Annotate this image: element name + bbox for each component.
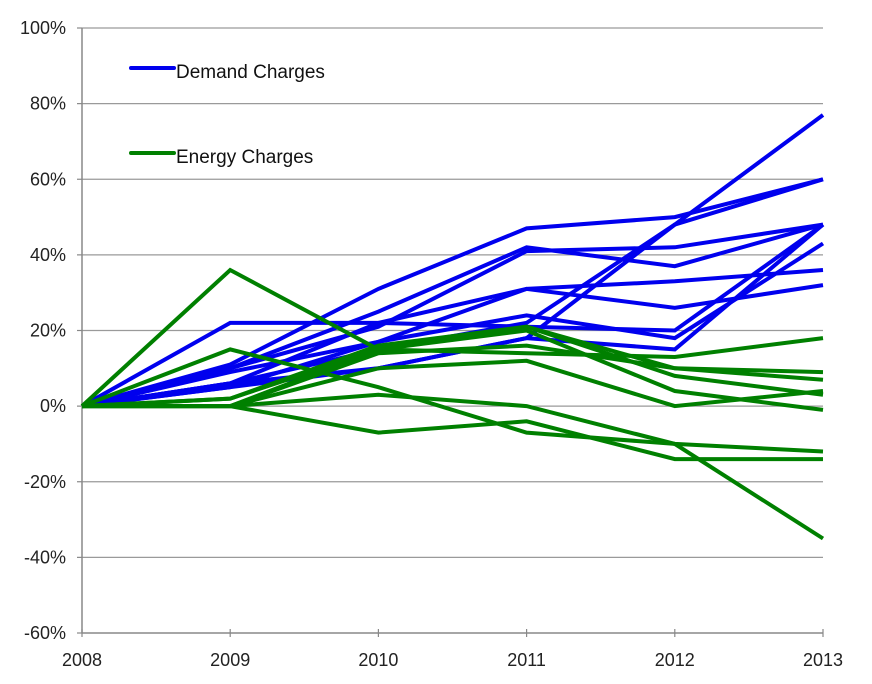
- x-tick-label: 2013: [803, 650, 843, 670]
- y-tick-label: 0%: [40, 396, 66, 416]
- legend-label-demand-charges: Demand Charges: [176, 62, 325, 83]
- x-tick-label: 2012: [655, 650, 695, 670]
- demand-charges-series-line: [81, 222, 825, 408]
- demand-charges-series-line: [81, 177, 824, 409]
- y-tick-label: 80%: [30, 94, 66, 114]
- legend: Demand Charges Energy Charges: [129, 62, 325, 168]
- y-tick-label: -20%: [24, 472, 66, 492]
- y-tick-label: -60%: [24, 623, 66, 643]
- energy-charges-series-line: [82, 404, 823, 462]
- y-tick-label: 60%: [30, 169, 66, 189]
- legend-label-energy-charges: Energy Charges: [176, 147, 313, 168]
- gridlines: [82, 27, 823, 558]
- y-tick-label: 100%: [20, 18, 66, 38]
- energy-charges-series-line: [82, 392, 825, 541]
- energy-charges-series-line: [81, 347, 824, 454]
- energy-charges-series-line: [82, 343, 824, 409]
- x-tick-label: 2008: [62, 650, 102, 670]
- y-tick-label: 40%: [30, 245, 66, 265]
- x-tick-label: 2010: [358, 650, 398, 670]
- series-lines: [80, 113, 825, 541]
- demand-charges-series-line: [81, 283, 824, 409]
- demand-charges-series-line: [81, 222, 824, 409]
- x-tick-label: 2011: [507, 650, 546, 670]
- y-tick-label: 20%: [30, 321, 66, 341]
- axes: 100% 80% 60% 40% 20% 0% -20% -40% -60% 2008 2009 20…: [20, 18, 843, 670]
- x-tick-label: 2009: [210, 650, 250, 670]
- y-tick-label: -40%: [24, 547, 66, 567]
